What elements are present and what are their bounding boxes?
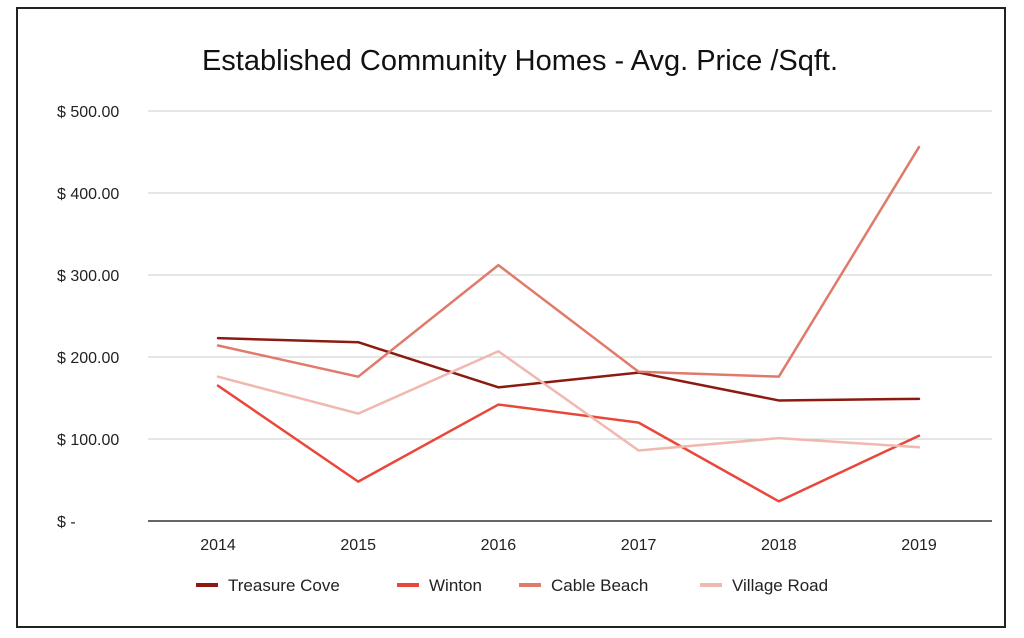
- series-line-cable-beach: [216, 145, 921, 378]
- y-tick-label: $ 100.00: [57, 432, 119, 449]
- series-line-village-road: [216, 350, 921, 452]
- legend: Treasure Cove Winton Cable Beach Village Ro…: [196, 576, 828, 595]
- legend-item: Village Road: [700, 576, 828, 595]
- legend-label: Treasure Cove: [228, 576, 340, 595]
- legend-item: Treasure Cove: [196, 576, 340, 595]
- y-tick-label: $ -: [57, 514, 76, 531]
- x-tick-label: 2019: [901, 537, 937, 554]
- chart-title: Established Community Homes - Avg. Price…: [202, 45, 838, 77]
- x-tick-label: 2015: [340, 537, 376, 554]
- y-tick-label: $ 300.00: [57, 268, 119, 285]
- x-tick-label: 2016: [481, 537, 517, 554]
- series-line-winton: [216, 384, 921, 503]
- legend-item: Winton: [397, 576, 482, 595]
- legend-label: Village Road: [732, 576, 828, 595]
- series-line-treasure-cove: [216, 336, 921, 402]
- x-tick-label: 2018: [761, 537, 797, 554]
- x-tick-label: 2014: [200, 537, 236, 554]
- legend-label: Winton: [429, 576, 482, 595]
- y-tick-label: $ 200.00: [57, 350, 119, 367]
- legend-item: Cable Beach: [519, 576, 648, 595]
- x-axis-ticks: 2014 2015 2016 2017 2018 2019: [200, 537, 937, 554]
- gridlines: [148, 110, 992, 522]
- legend-label: Cable Beach: [551, 576, 648, 595]
- series-lines: [216, 145, 921, 503]
- y-axis-ticks: $ - $ 100.00 $ 200.00 $ 300.00 $ 400.00 $ 500…: [57, 104, 119, 531]
- y-tick-label: $ 500.00: [57, 104, 119, 121]
- y-tick-label: $ 400.00: [57, 186, 119, 203]
- x-tick-label: 2017: [621, 537, 657, 554]
